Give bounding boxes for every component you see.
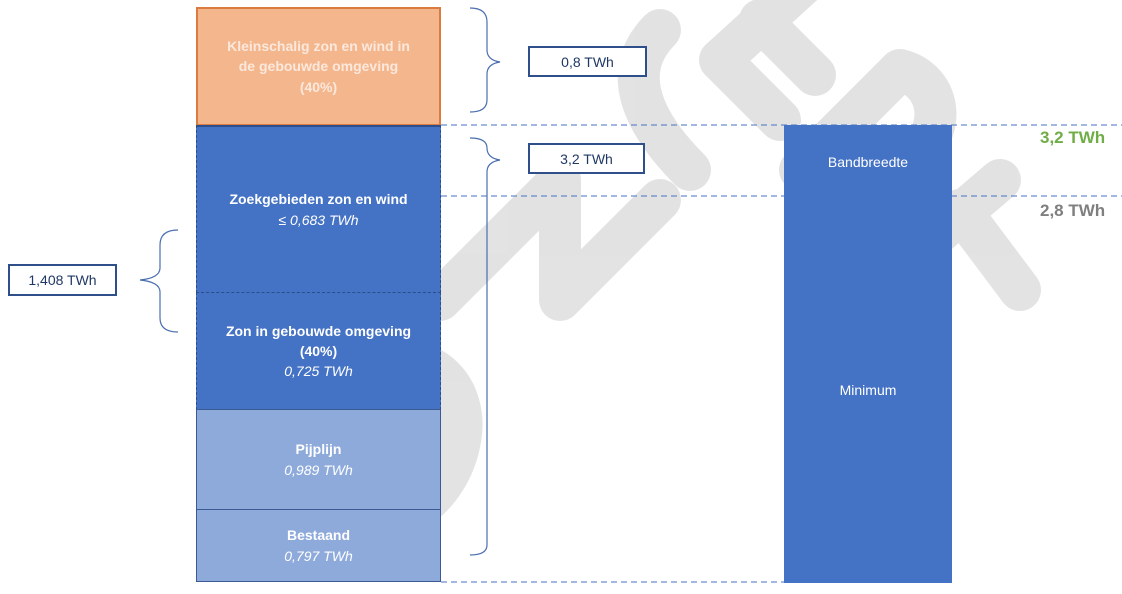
block-bestaand-title: Bestaand — [286, 527, 351, 544]
block-zon-gebouwd-value: 0,725 TWh — [284, 363, 353, 380]
block-pijplijn: Pijplijn 0,989 TWh — [196, 409, 441, 510]
block-bestaand: Bestaand 0,797 TWh — [196, 509, 441, 582]
level-label-lower: 2,8 TWh — [1040, 201, 1106, 220]
value-box-left: 1,408 TWh — [8, 264, 117, 296]
block-pijplijn-title: Pijplijn — [295, 441, 342, 458]
block-zoekgebieden-value: ≤ 0,683 TWh — [278, 211, 359, 228]
block-zon-gebouwd: Zon in gebouwde omgeving (40%) 0,725 TWh — [196, 292, 441, 410]
block-zon-gebouwd-title: Zon in gebouwde omgeving (40%) — [225, 322, 412, 359]
block-zoekgebieden-title: Zoekgebieden zon en wind — [229, 191, 408, 208]
brace-top — [469, 7, 501, 113]
value-box-middle: 3,2 TWh — [528, 143, 645, 174]
range-bar-minimum-label: Minimum — [839, 382, 897, 398]
brace-middle — [469, 137, 501, 556]
block-zoekgebieden: Zoekgebieden zon en wind ≤ 0,683 TWh — [196, 125, 441, 293]
brace-left — [139, 229, 179, 333]
value-box-top: 0,8 TWh — [528, 46, 647, 77]
range-bar-band-label: Bandbreedte — [827, 154, 909, 170]
range-bar: Bandbreedte Minimum — [784, 125, 952, 583]
block-pijplijn-value: 0,989 TWh — [284, 461, 353, 478]
block-bestaand-value: 0,797 TWh — [284, 547, 353, 564]
level-label-upper: 3,2 TWh — [1040, 128, 1106, 147]
block-kleinschalig-title: Kleinschalig zon en wind in de gebouwde … — [227, 38, 410, 95]
block-kleinschalig: Kleinschalig zon en wind in de gebouwde … — [196, 7, 441, 126]
